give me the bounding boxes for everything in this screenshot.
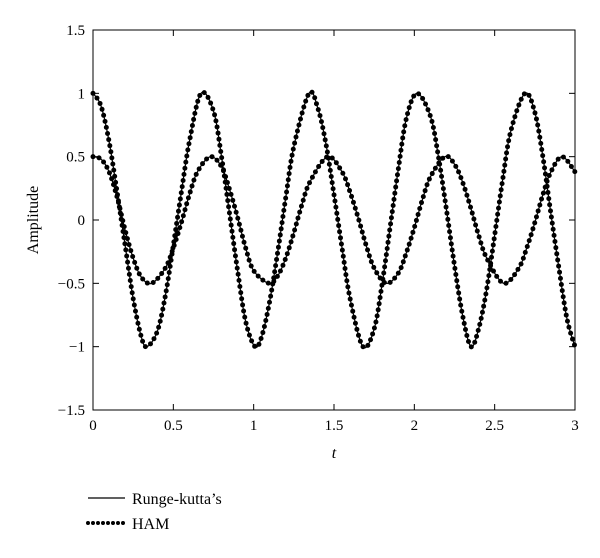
legend: Runge-kutta’s HAM xyxy=(86,491,222,533)
y-axis-label: Amplitude xyxy=(25,186,42,254)
runge-kutta-curve-0 xyxy=(92,91,576,349)
y-tick-label: 1 xyxy=(78,86,86,102)
x-tick-label: 3 xyxy=(571,418,579,434)
y-tick-label: −1 xyxy=(69,340,85,356)
y-tick-label: 0.5 xyxy=(66,150,85,166)
x-axis-label: t xyxy=(332,445,337,462)
x-tick-label: 1 xyxy=(250,418,258,434)
x-tick-label: 2 xyxy=(411,418,419,434)
legend-label-runge-kutta: Runge-kutta’s xyxy=(132,491,222,508)
plot-curves xyxy=(90,89,578,351)
x-axis-ticks: 0 0.5 1 1.5 2 2.5 3 xyxy=(89,30,579,434)
x-tick-label: 2.5 xyxy=(485,418,504,434)
legend-label-ham: HAM xyxy=(132,516,169,533)
runge-kutta-curve-1 xyxy=(92,155,576,285)
y-tick-label: 1.5 xyxy=(66,23,85,39)
y-axis-ticks: −1.5 −1 −0.5 0 0.5 1 1.5 xyxy=(58,23,575,419)
y-tick-label: −1.5 xyxy=(58,403,85,419)
y-tick-label: 0 xyxy=(78,213,86,229)
x-tick-label: 0 xyxy=(89,418,97,434)
x-tick-label: 1.5 xyxy=(325,418,344,434)
x-tick-label: 0.5 xyxy=(164,418,183,434)
y-tick-label: −0.5 xyxy=(58,276,85,292)
